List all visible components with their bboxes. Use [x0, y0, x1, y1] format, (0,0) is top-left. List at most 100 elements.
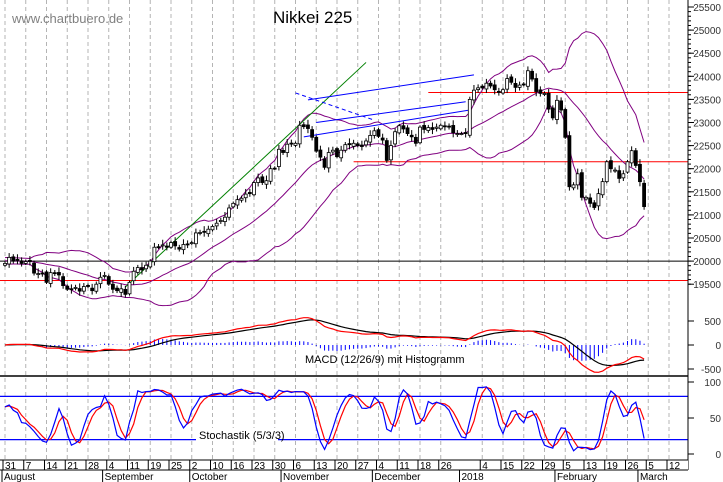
day-tick-label: 22: [524, 461, 536, 472]
day-tick-label: 30: [275, 461, 287, 472]
candle-body: [409, 134, 414, 138]
stochastic-label-background: [196, 428, 278, 441]
candle-body: [23, 261, 28, 264]
candle-body: [218, 220, 223, 222]
trendline: [125, 62, 367, 288]
candle-body: [472, 89, 476, 101]
candle-body: [351, 142, 356, 147]
month-label: August: [4, 472, 35, 482]
month-label: March: [640, 472, 668, 482]
candle-body: [384, 140, 389, 161]
bollinger-middle-band: [4, 87, 645, 286]
candle-body: [579, 172, 584, 198]
candle-body: [81, 286, 86, 292]
watermark-site: www.chartbuero.de: [12, 11, 124, 26]
candle-body: [355, 143, 360, 147]
candle-body: [40, 272, 45, 275]
candle-body: [538, 89, 543, 94]
candle-body: [380, 137, 385, 141]
candle-body: [447, 125, 451, 128]
candle-body: [584, 196, 588, 200]
macd-tick-label: 500: [704, 317, 721, 328]
candle-body: [451, 125, 456, 134]
candle-body: [193, 232, 198, 245]
candle-body: [127, 281, 132, 295]
price-tick-label: 25000: [693, 26, 721, 37]
candle-body: [11, 256, 16, 262]
day-tick-label: 26: [441, 461, 453, 472]
candle-body: [368, 135, 373, 143]
candle-body: [140, 267, 144, 271]
candle-body: [604, 161, 609, 183]
candle-body: [542, 92, 547, 95]
candle-body: [534, 78, 539, 92]
candle-body: [322, 158, 327, 168]
candle-body: [102, 275, 107, 277]
candle-body: [77, 288, 82, 292]
candle-body: [442, 125, 447, 128]
trendline: [303, 109, 470, 138]
candle-body: [177, 247, 182, 250]
candle-body: [326, 152, 331, 169]
candle-body: [256, 177, 261, 183]
month-label: December: [374, 472, 421, 482]
candle-body: [438, 124, 443, 130]
candle-body: [48, 272, 53, 284]
candle-body: [3, 263, 7, 266]
candle-body: [505, 78, 510, 90]
candle-body: [119, 288, 124, 293]
candle-body: [69, 288, 74, 291]
candle-body: [629, 150, 634, 164]
candle-body: [98, 276, 103, 285]
candle-body: [488, 82, 493, 87]
candle-body: [57, 272, 61, 276]
candle-body: [227, 207, 232, 218]
candle-body: [513, 83, 518, 88]
candle-body: [521, 83, 526, 86]
candle-body: [555, 99, 559, 120]
candle-body: [509, 76, 514, 83]
candle-body: [189, 242, 194, 245]
candle-body: [73, 287, 78, 289]
candle-body: [181, 244, 186, 251]
day-tick-label: 21: [67, 461, 79, 472]
macd-line: [4, 317, 645, 373]
day-tick-label: 16: [233, 461, 245, 472]
candle-body: [185, 243, 190, 246]
candle-body: [501, 89, 505, 94]
candle-body: [164, 245, 169, 248]
candle-body: [463, 132, 468, 134]
month-label: October: [192, 472, 228, 482]
candle-body: [393, 131, 398, 145]
candle-body: [559, 100, 563, 111]
candle-body: [94, 283, 99, 292]
candle-body: [297, 124, 302, 145]
price-tick-label: 21500: [693, 188, 721, 199]
macd-label: MACD (12/26/9) mit Histogramm: [305, 354, 465, 366]
candle-body: [264, 180, 269, 185]
trendline: [316, 101, 466, 123]
day-tick-label: 15: [503, 461, 515, 472]
stochastic-label: Stochastik (5/3/3): [199, 430, 285, 442]
candle-body: [484, 82, 489, 90]
candle-body: [52, 272, 57, 275]
candle-body: [106, 276, 111, 285]
candle-body: [596, 193, 601, 207]
candle-body: [633, 150, 638, 166]
candle-body: [480, 85, 485, 89]
macd-signal-line: [4, 319, 645, 367]
candle-body: [223, 216, 227, 222]
price-tick-label: 25500: [693, 3, 721, 14]
day-tick-label: 5: [565, 461, 571, 472]
stoch-tick-label: 0: [715, 450, 721, 461]
candle-body: [397, 125, 402, 134]
macd-tick-label: 0: [715, 341, 721, 352]
candle-body: [235, 199, 240, 206]
candle-body: [36, 273, 41, 275]
candle-body: [546, 92, 551, 110]
candle-body: [517, 84, 522, 88]
candle-body: [90, 287, 95, 292]
day-tick-label: 20: [337, 461, 349, 472]
